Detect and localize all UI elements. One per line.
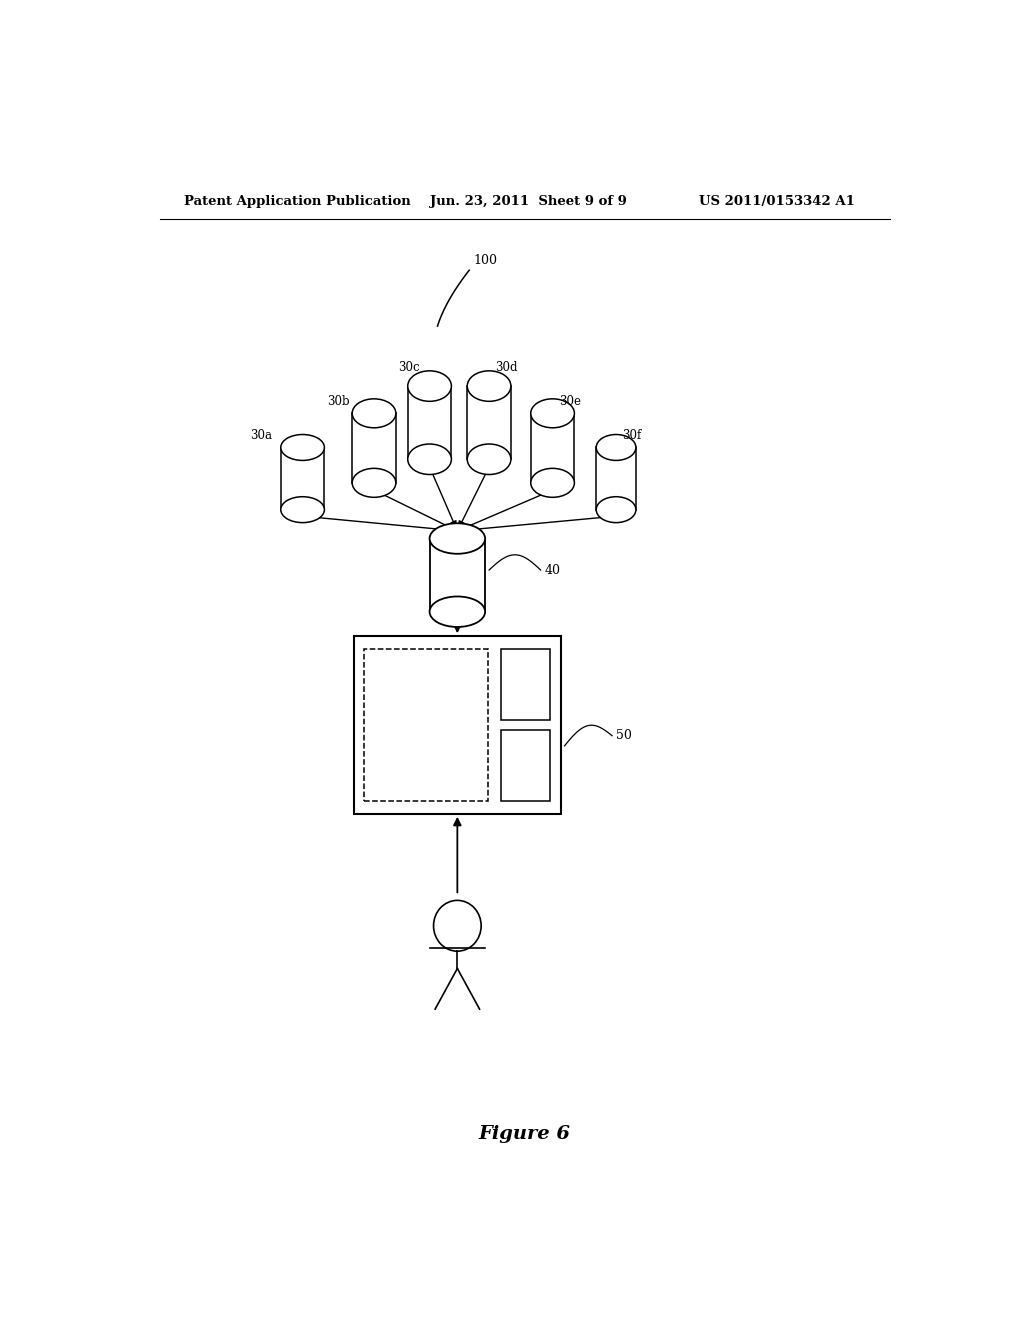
Ellipse shape — [530, 469, 574, 498]
Ellipse shape — [430, 523, 485, 554]
Bar — [281, 447, 325, 510]
Bar — [467, 385, 511, 459]
Ellipse shape — [352, 399, 396, 428]
Ellipse shape — [408, 444, 452, 474]
Text: 100: 100 — [473, 253, 498, 267]
Text: 40: 40 — [545, 564, 560, 577]
Ellipse shape — [530, 399, 574, 428]
Ellipse shape — [430, 597, 485, 627]
Ellipse shape — [352, 469, 396, 498]
Text: 50: 50 — [616, 729, 632, 742]
Bar — [501, 649, 550, 719]
Bar — [352, 413, 396, 483]
Ellipse shape — [408, 371, 452, 401]
Text: 30a: 30a — [251, 429, 272, 442]
Bar — [596, 447, 636, 510]
Ellipse shape — [596, 434, 636, 461]
Text: US 2011/0153342 A1: US 2011/0153342 A1 — [699, 194, 855, 207]
Bar — [365, 649, 488, 801]
Bar — [430, 539, 485, 611]
Ellipse shape — [467, 371, 511, 401]
Bar — [408, 385, 452, 459]
Text: 30d: 30d — [496, 360, 518, 374]
Ellipse shape — [596, 496, 636, 523]
Bar — [354, 636, 560, 814]
Ellipse shape — [281, 496, 325, 523]
Text: 30f: 30f — [623, 429, 642, 442]
Text: Figure 6: Figure 6 — [479, 1125, 570, 1143]
Text: Patent Application Publication: Patent Application Publication — [183, 194, 411, 207]
Text: 30c: 30c — [398, 360, 420, 374]
Ellipse shape — [281, 434, 325, 461]
Ellipse shape — [433, 900, 481, 952]
Text: 30e: 30e — [559, 395, 581, 408]
Bar — [530, 413, 574, 483]
Text: 30b: 30b — [328, 395, 350, 408]
Bar — [501, 730, 550, 801]
Ellipse shape — [467, 444, 511, 474]
Text: Jun. 23, 2011  Sheet 9 of 9: Jun. 23, 2011 Sheet 9 of 9 — [430, 194, 627, 207]
